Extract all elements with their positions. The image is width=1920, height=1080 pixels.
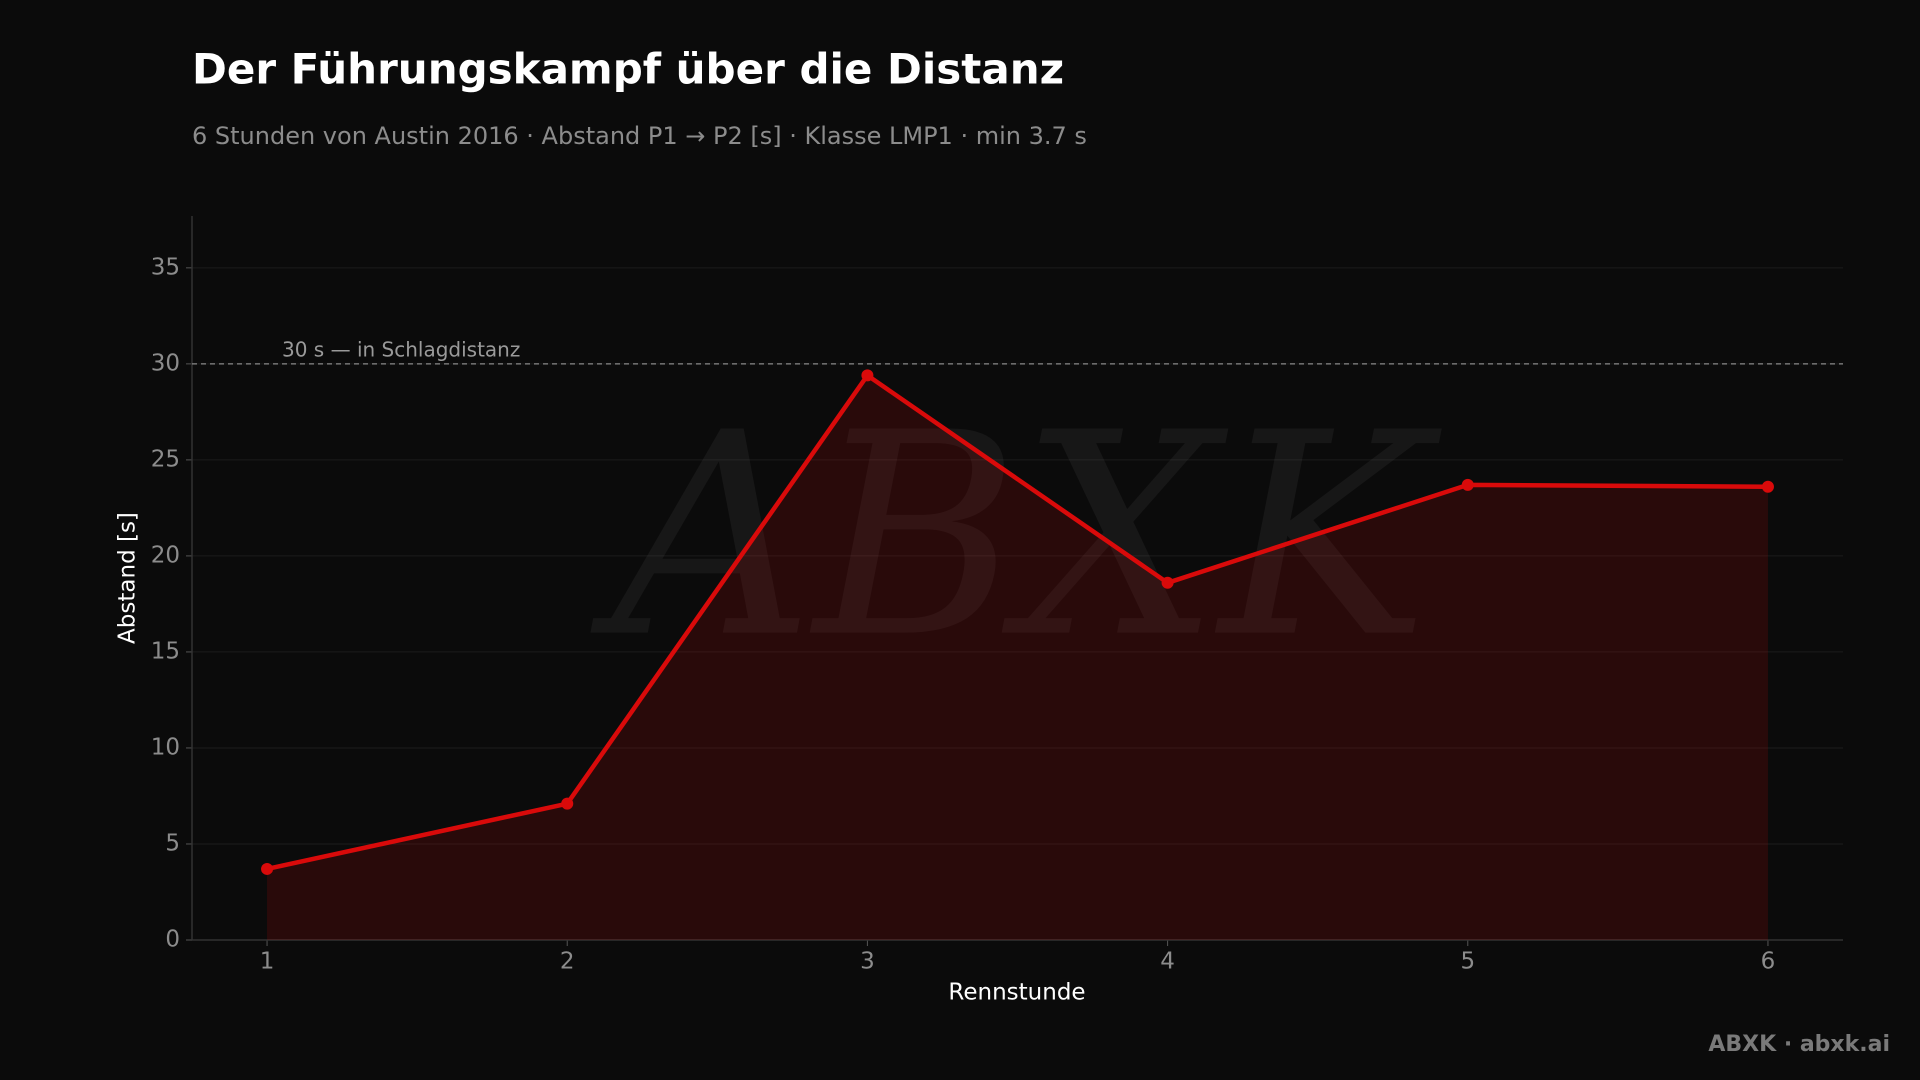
y-tick-label: 10: [151, 734, 180, 760]
chart-subtitle: 6 Stunden von Austin 2016 · Abstand P1 →…: [192, 122, 1087, 150]
x-axis-label: Rennstunde: [948, 980, 1085, 1006]
x-tick-label: 4: [1160, 949, 1175, 975]
point: [861, 369, 874, 382]
footer: ABXK · abxk.ai: [1708, 1032, 1890, 1057]
area: [267, 375, 1768, 940]
x-tick-label: 1: [260, 949, 275, 975]
y-tick-label: 15: [151, 638, 180, 664]
point: [261, 862, 274, 875]
y-tick-label: 30: [151, 350, 180, 376]
x-tick-label: 6: [1761, 949, 1776, 975]
reference-label: 30 s — in Schlagdistanz: [282, 337, 520, 361]
watermark: ABXK: [590, 374, 1442, 700]
y-axis-label: Abstand [s]: [115, 512, 141, 644]
chart-title: Der Führungskampf über die Distanz: [192, 45, 1064, 94]
y-tick-label: 25: [151, 446, 180, 472]
y-tick-label: 5: [165, 830, 180, 856]
point: [1161, 576, 1174, 589]
line: [266, 373, 1768, 872]
x-tick-label: 5: [1460, 949, 1475, 975]
y-tick-label: 0: [165, 927, 180, 953]
y-tick-label: 35: [151, 254, 180, 280]
point: [1461, 478, 1474, 491]
point: [561, 797, 574, 810]
point: [1761, 480, 1774, 493]
x-tick-label: 2: [560, 949, 575, 975]
x-tick-label: 3: [860, 949, 875, 975]
y-tick-label: 20: [151, 542, 180, 568]
